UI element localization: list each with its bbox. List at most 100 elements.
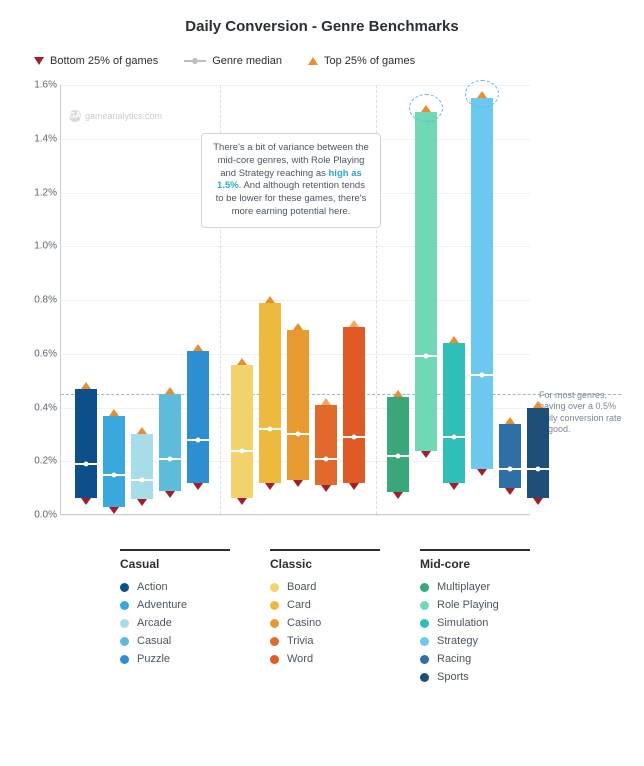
plot-area: 0.0%0.2%0.4%0.6%0.8%1.0%1.2%1.4%1.6%For … (60, 85, 530, 515)
bar-action (75, 389, 97, 498)
legend-item-label: Casino (287, 617, 321, 629)
triangle-down-icon (265, 483, 275, 490)
reference-text: For most genres, having over a 0.5% dail… (539, 390, 629, 435)
triangle-down-icon (109, 507, 119, 514)
median-dot (324, 456, 329, 461)
y-tick-label: 0.0% (17, 510, 57, 521)
legend-top: Bottom 25% of games Genre median Top 25%… (0, 35, 644, 75)
legend-item-label: Simulation (437, 617, 488, 629)
triangle-down-icon (449, 483, 459, 490)
bar-role-playing (415, 112, 437, 451)
legend-item-label: Casual (137, 635, 171, 647)
highlight-circle (465, 80, 499, 108)
triangle-up-icon (393, 390, 403, 397)
bar-multiplayer (387, 397, 409, 492)
legend-item: Board (270, 581, 380, 593)
legend-dot-icon (270, 583, 279, 592)
triangle-up-icon (321, 398, 331, 405)
legend-group-title: Classic (270, 549, 380, 571)
legend-item-label: Multiplayer (437, 581, 490, 593)
median-dot (452, 435, 457, 440)
legend-dot-icon (420, 673, 429, 682)
legend-item: Action (120, 581, 230, 593)
median-dot (352, 435, 357, 440)
triangle-up-icon (505, 417, 515, 424)
legend-group-title: Mid-core (420, 549, 530, 571)
y-tick-label: 1.6% (17, 80, 57, 91)
legend-median-label: Genre median (212, 55, 282, 67)
legend-item: Trivia (270, 635, 380, 647)
legend-item: Card (270, 599, 380, 611)
legend-item: Word (270, 653, 380, 665)
triangle-up-icon (293, 323, 303, 330)
legend-item-label: Trivia (287, 635, 313, 647)
median-dot (296, 432, 301, 437)
watermark-text: gameanalytics.com (85, 111, 162, 121)
bar-arcade (131, 434, 153, 499)
y-tick-label: 0.6% (17, 348, 57, 359)
callout-text: . And although retention tends to be low… (216, 180, 367, 217)
legend-dot-icon (420, 637, 429, 646)
legend-top-label: Top 25% of games (324, 55, 415, 67)
legend-item-label: Word (287, 653, 313, 665)
legend-item: Racing (420, 653, 530, 665)
median-dot (168, 456, 173, 461)
callout-box: There's a bit of variance between the mi… (201, 133, 381, 228)
watermark: GA gameanalytics.com (69, 110, 162, 122)
legend-dot-icon (270, 637, 279, 646)
legend-dot-icon (270, 655, 279, 664)
legend-dot-icon (120, 619, 129, 628)
median-dot (508, 467, 513, 472)
legend-item: Multiplayer (420, 581, 530, 593)
chart: 0.0%0.2%0.4%0.6%0.8%1.0%1.2%1.4%1.6%For … (60, 75, 620, 525)
triangle-down-icon (477, 469, 487, 476)
median-dot (140, 478, 145, 483)
triangle-up-icon (137, 427, 147, 434)
bar-puzzle (187, 351, 209, 483)
legend-item: Casual (120, 635, 230, 647)
page-title: Daily Conversion - Genre Benchmarks (0, 0, 644, 35)
legend-dot-icon (420, 601, 429, 610)
gridline (61, 85, 530, 86)
median-dot (240, 448, 245, 453)
y-tick-label: 1.0% (17, 241, 57, 252)
triangle-up-icon (237, 358, 247, 365)
gridline (61, 300, 530, 301)
legend-dot-icon (420, 655, 429, 664)
y-tick-label: 0.4% (17, 402, 57, 413)
triangle-down-icon (533, 498, 543, 505)
median-dot (84, 461, 89, 466)
bar-board (231, 365, 253, 498)
triangle-down-icon (165, 491, 175, 498)
triangle-up-icon (81, 382, 91, 389)
gridline (61, 515, 530, 516)
legend-item-label: Action (137, 581, 168, 593)
legend-item-label: Puzzle (137, 653, 170, 665)
legend-item-label: Sports (437, 671, 469, 683)
bar-word (343, 327, 365, 483)
legend-item-label: Arcade (137, 617, 172, 629)
median-dot (268, 427, 273, 432)
legend-item: Strategy (420, 635, 530, 647)
median-dot (424, 354, 429, 359)
reference-line (61, 394, 621, 395)
triangle-down-icon (349, 483, 359, 490)
watermark-icon: GA (69, 110, 81, 122)
median-dot (196, 437, 201, 442)
legend-item-label: Card (287, 599, 311, 611)
triangle-down-icon (421, 451, 431, 458)
triangle-down-icon (34, 57, 44, 65)
bar-card (259, 303, 281, 483)
legend-dot-icon (120, 601, 129, 610)
triangle-up-icon (165, 387, 175, 394)
legend-dot-icon (120, 637, 129, 646)
legend-dot-icon (270, 619, 279, 628)
median-dot (480, 373, 485, 378)
legend-bottom: Bottom 25% of games (34, 55, 158, 67)
triangle-down-icon (237, 498, 247, 505)
legend-item: Simulation (420, 617, 530, 629)
legend-item: Role Playing (420, 599, 530, 611)
bar-casino (287, 330, 309, 481)
legend-group-mid-core: Mid-core Multiplayer Role Playing Simulatio… (420, 549, 530, 689)
legend-group-classic: Classic Board Card Casino Trivia Word (270, 549, 380, 689)
